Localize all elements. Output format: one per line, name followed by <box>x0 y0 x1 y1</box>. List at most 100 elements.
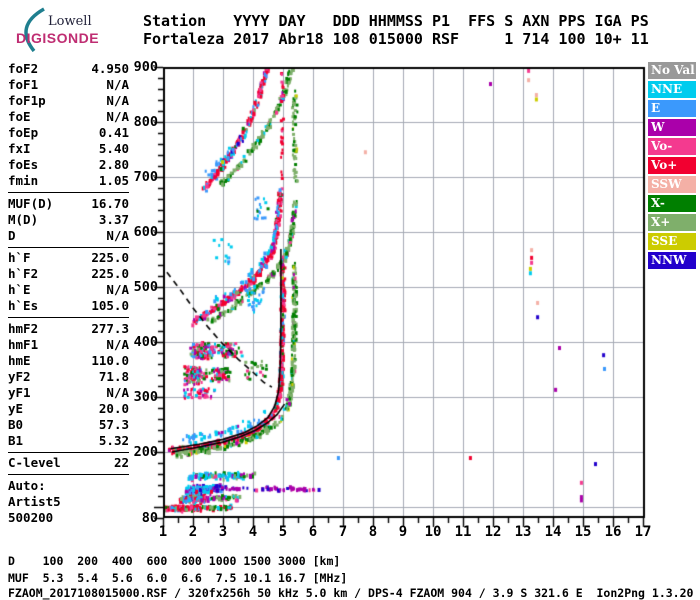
legend-item-sse: SSE <box>648 233 696 250</box>
y-tick-label: 800 <box>133 114 158 130</box>
param-value: N/A <box>106 384 129 400</box>
param-row: fmin 1.05 <box>8 173 129 189</box>
param-label: foF2 <box>8 61 39 76</box>
param-value: N/A <box>106 109 129 124</box>
param-label: hmE <box>8 352 31 368</box>
param-row: foF1p N/A <box>8 93 129 109</box>
y-tick-label: 700 <box>133 169 158 185</box>
param-row: foF1 N/A <box>8 77 129 93</box>
y-tick-label: 80 <box>141 510 158 526</box>
digisonde-logo: Lowell DIGISONDE <box>6 6 126 52</box>
param-row: foF2 4.950 <box>8 61 129 77</box>
legend-item-w: W <box>648 119 696 136</box>
x-tick-label: 13 <box>514 524 532 540</box>
legend-item-nne: NNE <box>648 81 696 98</box>
param-label: fmin <box>8 173 39 188</box>
param-label: M(D) <box>8 211 39 227</box>
param-footer-label: 500200 <box>8 509 54 525</box>
legend-item-vo-: Vo- <box>648 138 696 155</box>
x-tick-label: 17 <box>634 524 652 540</box>
param-value: 5.32 <box>98 432 129 448</box>
x-tick-label: 5 <box>278 524 288 540</box>
param-value: 225.0 <box>91 250 129 265</box>
param-label: hmF2 <box>8 320 39 336</box>
param-row: MUF(D) 16.70 <box>8 196 129 212</box>
divider <box>8 451 129 453</box>
param-value: 1.05 <box>98 173 129 188</box>
param-label: B0 <box>8 416 24 432</box>
param-label: hmF1 <box>8 336 39 352</box>
param-value: N/A <box>106 77 129 92</box>
y-tick-label: 900 <box>133 59 158 75</box>
param-value: N/A <box>106 93 129 108</box>
param-footer-row: Auto: <box>8 478 129 494</box>
y-tick-label: 500 <box>133 279 158 295</box>
x-tick-label: 3 <box>218 524 228 540</box>
param-label: yE <box>8 400 24 416</box>
param-value: 3.37 <box>98 211 129 227</box>
logo-swoosh-icon <box>24 7 45 52</box>
legend-item-nnw: NNW <box>648 252 696 269</box>
param-value: 110.0 <box>91 352 129 368</box>
param-row: B1 5.32 <box>8 433 129 449</box>
param-row: foE N/A <box>8 109 129 125</box>
param-footer-label: Artist5 <box>8 493 61 509</box>
legend-item-x-: X- <box>648 195 696 212</box>
param-label: h`Es <box>8 298 39 313</box>
x-tick-label: 11 <box>454 524 472 540</box>
param-value: 4.950 <box>91 61 129 76</box>
param-value: N/A <box>106 282 129 297</box>
param-row: foEp 0.41 <box>8 125 129 141</box>
x-tick-label: 7 <box>338 524 348 540</box>
d-muf-table: D 100 200 400 600 800 1000 1500 3000 [km… <box>8 553 347 586</box>
param-row: fxI 5.40 <box>8 141 129 157</box>
x-tick-label: 2 <box>188 524 198 540</box>
header-line-1: Station YYYY DAY DDD HHMMSS P1 FFS S AXN… <box>143 12 649 30</box>
direction-legend: No Val NNE E W Vo- Vo+ SSW X- X+ SSE NNW <box>648 62 696 271</box>
param-row: foEs 2.80 <box>8 157 129 173</box>
param-value: 16.70 <box>91 195 129 211</box>
param-row: h`E N/A <box>8 282 129 298</box>
param-row: hmF2 277.3 <box>8 321 129 337</box>
param-row: hmF1 N/A <box>8 337 129 353</box>
param-label: foEp <box>8 125 39 140</box>
param-row: yE 20.0 <box>8 401 129 417</box>
param-value: 20.0 <box>98 400 129 416</box>
param-value: 22 <box>113 455 129 470</box>
param-row: C-level 22 <box>8 455 129 471</box>
legend-item-noval: No Val <box>648 62 696 79</box>
param-label: h`F2 <box>8 266 39 281</box>
legend-item-ssw: SSW <box>648 176 696 193</box>
divider <box>8 317 129 318</box>
param-row: yF2 71.8 <box>8 369 129 385</box>
param-label: C-level <box>8 455 61 470</box>
y-tick-label: 400 <box>133 334 158 350</box>
param-row: B0 57.3 <box>8 417 129 433</box>
logo-digisonde-text: DIGISONDE <box>16 30 100 46</box>
param-label: D <box>8 227 16 243</box>
param-label: B1 <box>8 432 24 448</box>
param-value: 2.80 <box>98 157 129 172</box>
x-tick-label: 1 <box>158 524 168 540</box>
param-value: 57.3 <box>98 416 129 432</box>
param-label: h`E <box>8 282 31 297</box>
divider <box>8 246 129 248</box>
parameter-panel: foF2 4.950 foF1 N/A foF1p N/A foE N/A foEp 0.41 fx… <box>8 61 129 526</box>
param-value: 71.8 <box>98 368 129 384</box>
y-tick-label: 300 <box>133 389 158 405</box>
x-tick-label: 8 <box>368 524 378 540</box>
x-tick-label: 9 <box>398 524 408 540</box>
param-value: 277.3 <box>91 320 129 336</box>
param-row: h`F 225.0 <box>8 250 129 266</box>
x-tick-label: 16 <box>604 524 622 540</box>
y-tick-label: 200 <box>133 444 158 460</box>
param-label: foEs <box>8 157 39 172</box>
x-tick-label: 6 <box>308 524 318 540</box>
param-label: yF2 <box>8 368 31 384</box>
param-row: h`F2 225.0 <box>8 266 129 282</box>
param-value: 225.0 <box>91 266 129 281</box>
divider <box>8 474 129 475</box>
x-tick-label: 15 <box>574 524 592 540</box>
